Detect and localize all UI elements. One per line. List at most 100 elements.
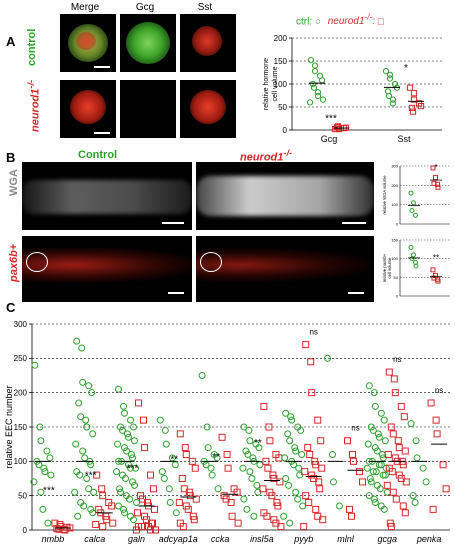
data-point [37,437,45,445]
data-point [208,471,216,479]
category-label-adcyap1a: adcyap1a [159,534,198,544]
data-point [408,190,414,196]
data-point [282,475,290,482]
data-point [419,464,427,472]
data-point [286,519,294,527]
data-point [253,481,261,489]
data-point [350,457,357,465]
data-point [409,256,415,262]
data-point [256,461,264,469]
data-point [394,437,402,445]
data-point [240,495,248,503]
data-point [408,104,416,112]
chart-c-tick-label: 300 [14,320,28,329]
data-point [292,447,300,455]
data-point [367,423,375,431]
data-point [53,525,61,533]
data-point [408,244,414,250]
data-point [83,423,91,431]
data-point [442,485,450,493]
data-point [242,447,250,455]
y-tick-label: 50 [394,275,399,280]
data-point [308,389,316,397]
data-point [190,516,198,524]
data-point [383,488,391,496]
data-point [277,523,285,531]
panel-letter-b: B [6,150,16,165]
data-point [401,509,409,517]
data-point [435,184,441,190]
data-point [99,523,107,531]
data-point [371,499,379,507]
data-point [233,488,241,496]
data-point [356,468,363,476]
data-point [71,488,79,496]
data-point [44,519,52,527]
data-point [304,444,312,452]
data-point [265,423,273,431]
data-point [295,464,303,472]
data-point [129,478,136,486]
y-tick-label: 300 [391,164,398,169]
data-point [314,416,322,424]
data-point [399,502,407,510]
significance-label: *** [43,486,55,497]
data-point [121,509,128,517]
y-tick-label: 0 [396,294,399,299]
data-point [409,207,415,213]
data-point [123,447,130,455]
data-point [31,361,39,369]
data-point [433,430,441,438]
data-point [370,495,378,503]
col-header-gcg: Gcg [135,2,155,13]
category-label-sst: Sst [397,134,411,144]
data-point [288,416,296,424]
data-point [76,471,84,479]
data-point [382,68,390,75]
data-point [417,102,425,110]
significance-label: * [404,63,408,74]
data-point [114,440,121,448]
data-point [191,464,199,472]
data-point [307,358,315,366]
data-point [389,430,397,438]
data-point [319,96,327,103]
data-point [244,450,252,458]
data-point [156,416,164,424]
data-point [348,512,355,520]
data-point [318,464,326,472]
data-point [40,464,48,472]
data-point [369,426,377,434]
data-point [300,523,308,531]
micrograph-sst-mutant [180,80,236,138]
chart-c-eec: 0 50 100 150 200 250 300 relative EEC number nmb… [4,320,450,544]
chart-a-ylabel: relative hormone cell volume [263,58,279,110]
data-point [365,492,373,500]
micrograph-gcg-control [120,14,176,72]
data-point [127,416,134,424]
data-point [305,499,313,507]
data-point [392,495,400,503]
col-header-merge: Merge [70,2,100,13]
data-point [117,423,124,431]
data-point [298,450,306,458]
chart-b-wga: 0 100 200 300 relative WGA volume * [382,163,450,227]
data-point [120,505,127,513]
col-header-sst: Sst [197,2,213,13]
chart-a-tick-label: 50 [278,103,287,112]
data-point [41,468,49,476]
data-point [224,464,232,472]
data-point [117,488,124,496]
data-point [115,502,122,510]
data-point [60,525,68,533]
data-point [92,521,100,529]
data-point [99,492,107,500]
data-point [364,440,372,448]
data-point [198,372,206,379]
data-point [263,512,271,520]
data-point [246,437,254,445]
data-point [315,478,323,486]
data-point [336,502,343,510]
data-point [284,430,292,438]
data-point [116,485,123,493]
